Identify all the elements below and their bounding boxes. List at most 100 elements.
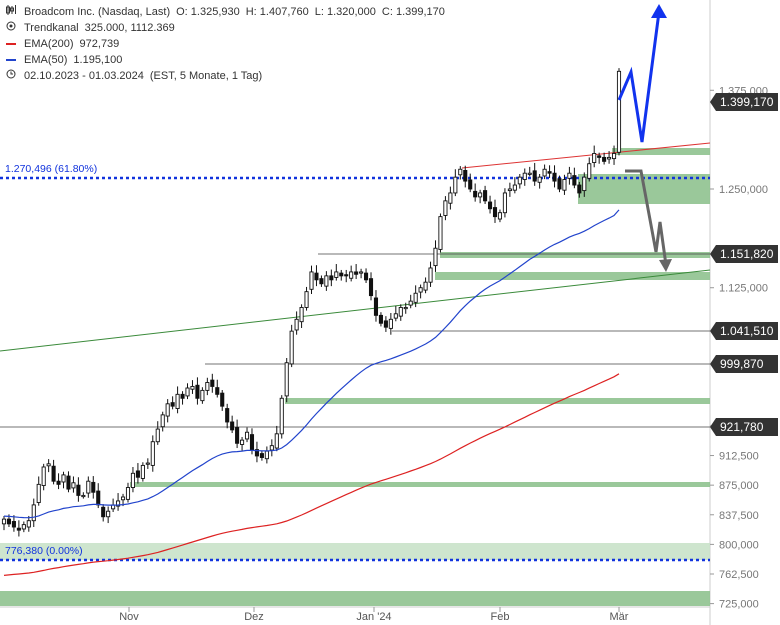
candle-body — [359, 271, 364, 274]
candle-body — [602, 156, 607, 162]
candle-body — [264, 450, 269, 460]
candle-body — [473, 190, 478, 198]
x-tick-label: Feb — [491, 611, 510, 623]
candle-body — [542, 168, 547, 177]
y-tick-label: 800,000 — [719, 539, 759, 551]
candle-body — [279, 397, 284, 435]
trendkanal-label: Trendkanal — [24, 22, 79, 34]
candle-body — [225, 408, 230, 423]
y-tick-label: 1.250,000 — [719, 184, 768, 196]
ema50-value: 1.195,100 — [73, 54, 123, 66]
candle-body — [210, 379, 215, 387]
candle-body — [41, 466, 46, 486]
candle-body — [150, 441, 155, 466]
candle-body — [120, 496, 126, 501]
candle-body — [567, 172, 572, 179]
ohlc-row: Broadcom Inc. (Nasdaq, Last) O: 1.325,93… — [6, 4, 451, 20]
y-tick-label: 762,500 — [719, 569, 759, 581]
x-tick-label: Dez — [244, 611, 264, 623]
candle-body — [344, 274, 349, 277]
candle-body — [512, 184, 517, 191]
candle-body — [458, 168, 463, 176]
level-label-text: 999,870 — [720, 357, 764, 371]
candle-body — [46, 463, 51, 467]
range-row: 02.10.2023 - 01.03.2024 (EST, 5 Monate, … — [6, 68, 451, 84]
candle-body — [170, 402, 175, 407]
candle-body — [413, 292, 418, 303]
candle-body — [453, 176, 458, 194]
candle-body — [180, 393, 185, 399]
candle-body — [443, 200, 448, 216]
candle-body — [324, 275, 329, 287]
candle-body — [487, 201, 493, 210]
candle-body — [408, 300, 413, 306]
candle-body — [383, 320, 388, 328]
level-label-bg — [710, 245, 778, 263]
candle-body — [36, 483, 41, 503]
candle-body — [329, 275, 334, 281]
candle-body — [378, 314, 383, 324]
candle-body — [26, 520, 31, 528]
trendkanal-values: 325.000, 1112.369 — [84, 22, 175, 34]
candle-body — [165, 403, 170, 417]
candle-body — [527, 172, 532, 175]
candle-body — [155, 428, 160, 443]
candle-body — [334, 271, 339, 278]
candle-body — [76, 484, 81, 496]
candle-body — [388, 318, 393, 329]
candle-body — [230, 421, 235, 431]
candle-body — [438, 216, 443, 250]
level-label-text: 1.151,820 — [720, 247, 774, 261]
target-icon — [6, 20, 18, 36]
candle-body — [51, 465, 56, 482]
candle-body — [577, 184, 582, 194]
candle-body — [607, 156, 612, 160]
ema200-swatch — [6, 43, 16, 45]
zone-fib-zero — [0, 543, 710, 560]
candle-body — [463, 169, 468, 182]
chart-legend: Broadcom Inc. (Nasdaq, Last) O: 1.325,93… — [6, 4, 451, 84]
candle-body — [284, 362, 289, 397]
ema200-label: EMA(200) — [24, 38, 74, 50]
y-tick-label: 837,500 — [719, 510, 759, 522]
level-label-text: 1.399,170 — [720, 95, 774, 109]
candle-body — [492, 207, 498, 218]
candle-body — [91, 481, 96, 493]
candle-body — [483, 190, 488, 202]
candle-body — [428, 267, 433, 283]
candle-body — [130, 472, 136, 488]
candlestick-icon — [6, 4, 18, 20]
fib-label: 776,380 (0.00%) — [5, 545, 83, 557]
candle-body — [368, 278, 374, 297]
candle-body — [304, 291, 309, 308]
zone-1151 — [440, 252, 710, 258]
candle-body — [86, 480, 91, 494]
y-tick-label: 725,000 — [719, 599, 759, 611]
candle-body — [522, 172, 527, 180]
x-tick-label: Nov — [119, 611, 139, 623]
candle-body — [592, 153, 597, 163]
level-label-bg — [710, 322, 778, 340]
candle-body — [81, 494, 86, 498]
candle-body — [140, 464, 145, 479]
candle-body — [185, 387, 190, 397]
instrument-name: Broadcom Inc. (Nasdaq, Last) — [24, 6, 171, 18]
candle-body — [21, 524, 26, 530]
candle-body — [616, 70, 622, 153]
candle-body — [71, 482, 76, 489]
candle-body — [125, 487, 131, 500]
y-tick-label: 912,500 — [719, 451, 759, 463]
level-label-text: 1.041,510 — [720, 324, 774, 338]
candle-body — [373, 297, 379, 316]
candle-body — [145, 462, 150, 465]
candle-body — [319, 278, 324, 285]
x-tick-label: Jan '24 — [356, 611, 391, 623]
level-label-bg — [710, 93, 778, 111]
candle-body — [502, 192, 507, 214]
x-tick-label: Mär — [610, 611, 629, 623]
candle-body — [423, 281, 428, 291]
candle-body — [611, 153, 617, 160]
trendkanal-lower-line — [0, 269, 711, 352]
level-label-text: 921,780 — [720, 420, 764, 434]
